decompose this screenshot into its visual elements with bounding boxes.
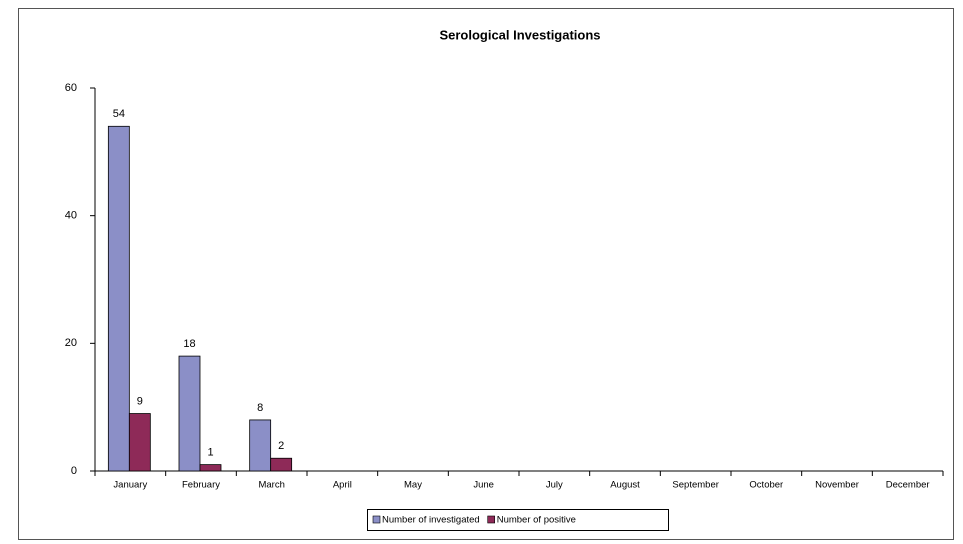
chart-title: Serological Investigations [439,27,600,42]
x-tick-label: February [182,480,220,491]
chart-border [18,8,954,540]
bar [199,464,222,472]
data-label: 2 [278,440,284,452]
y-tick-label: 0 [71,465,77,477]
bar [107,125,130,472]
data-label: 54 [113,108,125,120]
legend-swatch [487,515,496,524]
legend-label: Number of positive [497,515,576,526]
x-tick-label: September [672,480,718,491]
data-label: 8 [257,402,263,414]
x-tick-label: April [333,480,352,491]
y-tick-label: 20 [65,337,77,349]
x-tick-label: March [258,480,284,491]
data-label: 1 [207,447,213,459]
data-label: 18 [183,338,195,350]
legend-swatch [372,515,381,524]
x-tick-label: June [473,480,494,491]
x-tick-label: January [113,480,147,491]
bar [178,355,201,472]
legend-box [367,509,669,531]
x-tick-label: November [815,480,859,491]
bar [249,419,272,472]
x-tick-label: December [886,480,930,491]
y-tick-label: 60 [65,82,77,94]
data-label: 9 [137,395,143,407]
bar [128,413,151,472]
y-tick-label: 40 [65,210,77,222]
x-tick-label: July [546,480,563,491]
x-tick-label: October [749,480,783,491]
bar [270,457,293,472]
x-tick-label: August [610,480,640,491]
legend-label: Number of investigated [382,515,480,526]
x-tick-label: May [404,480,422,491]
